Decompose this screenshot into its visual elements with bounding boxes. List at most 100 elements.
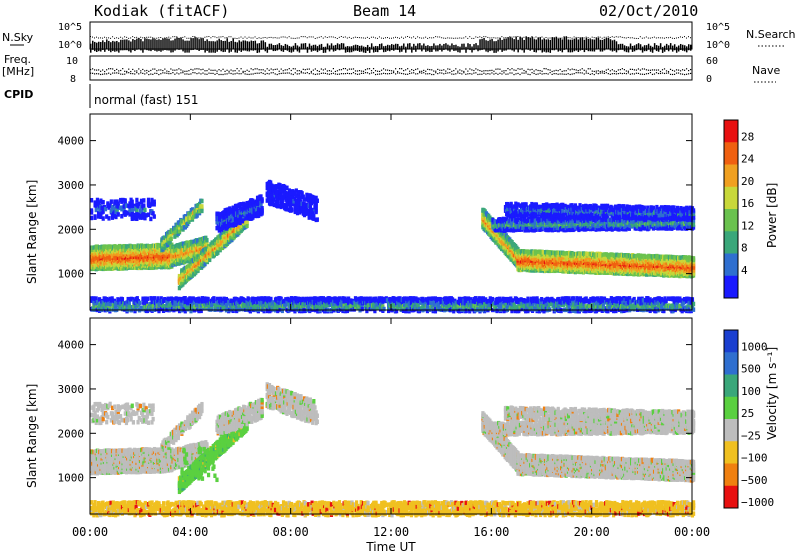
nave-point [467, 73, 468, 74]
freq-point [451, 71, 452, 72]
noise-search-point [672, 38, 673, 39]
nave-point [271, 72, 272, 73]
noise-sky-bar [166, 38, 168, 50]
noise-right-tick-top: 10^5 [706, 22, 730, 33]
noise-sky-bar [612, 40, 614, 51]
noise-sky-bar [196, 38, 198, 50]
noise-search-point [259, 37, 260, 38]
noise-sky-bar [313, 45, 315, 51]
freq-point [140, 70, 141, 71]
noise-sky-bar [598, 38, 600, 50]
nave-point [670, 74, 671, 75]
noise-sky-bar [319, 45, 321, 51]
nave-point [174, 74, 175, 75]
freq-point [662, 69, 663, 70]
freq-point [525, 71, 526, 72]
nave-point [337, 74, 338, 75]
freq-point [154, 68, 155, 69]
noise-search-point [130, 37, 131, 38]
noise-left-tick-bottom: 10^0 [58, 40, 82, 51]
noise-sky-bar [421, 45, 423, 51]
noise-search-point [243, 38, 244, 39]
nave-point [461, 73, 462, 74]
nave-point [614, 73, 615, 74]
noise-sky-bar [403, 43, 405, 49]
nave-point [343, 73, 344, 74]
noise-search-point [558, 38, 559, 39]
noise-sky-bar [449, 46, 451, 52]
noise-sky-bar [333, 46, 335, 52]
freq-point [216, 71, 217, 72]
nave-point [471, 73, 472, 74]
noise-search-point [299, 37, 300, 38]
freq-point [319, 71, 320, 72]
freq-point [539, 70, 540, 71]
noise-sky-bar [349, 46, 351, 52]
freq-point [251, 68, 252, 69]
noise-search-point [660, 37, 661, 38]
noise-search-point [375, 37, 376, 38]
noise-search-point [481, 37, 482, 38]
noise-sky-bar [104, 42, 106, 52]
nave-point [154, 73, 155, 74]
nave-point [449, 72, 450, 73]
freq-point [194, 68, 195, 69]
noise-search-point [562, 38, 563, 39]
freq-point [503, 70, 504, 71]
noise-sky-bar [636, 44, 638, 50]
freq-point [178, 68, 179, 69]
nave-label: Nave [752, 64, 780, 77]
noise-search-point [602, 38, 603, 39]
nave-point [146, 72, 147, 73]
freq-point [92, 68, 93, 69]
noise-search-point [212, 36, 213, 37]
nave-point [415, 73, 416, 74]
nave-point [112, 72, 113, 73]
noise-sky-bar [208, 41, 210, 53]
freq-point [170, 68, 171, 69]
nave-point [684, 74, 685, 75]
freq-point [636, 70, 637, 71]
noise-search-point [140, 37, 141, 38]
freq-point [652, 69, 653, 70]
noise-sky-bar [305, 43, 307, 49]
noise-search-point [152, 37, 153, 38]
noise-sky-bar [684, 45, 686, 51]
noise-sky-bar [602, 40, 604, 52]
nave-point [200, 73, 201, 74]
nave-point [560, 73, 561, 74]
noise-search-point [116, 37, 117, 38]
nave-point [228, 72, 229, 73]
noise-search-point [433, 37, 434, 38]
noise-sky-bar [220, 40, 222, 51]
noise-search-point [313, 36, 314, 37]
nave-point [487, 73, 488, 74]
noise-search-point [170, 38, 171, 39]
noise-search-point [257, 38, 258, 39]
nave-point [373, 72, 374, 73]
noise-search-point [166, 37, 167, 38]
noise-sky-bar [564, 37, 566, 50]
freq-point [572, 68, 573, 69]
noise-search-point [247, 38, 248, 39]
nave-point [682, 74, 683, 75]
noise-sky-bar [345, 47, 347, 53]
noise-sky-bar [337, 43, 339, 49]
freq-point [588, 68, 589, 69]
freq-point [355, 70, 356, 71]
freq-point [196, 68, 197, 69]
noise-search-point [425, 37, 426, 38]
nave-point [353, 72, 354, 73]
noise-search-point [281, 37, 282, 38]
nave-point [285, 73, 286, 74]
freq-point [491, 70, 492, 71]
freq-point [453, 70, 454, 71]
freq-point [399, 68, 400, 69]
noise-sky-bar [285, 44, 287, 50]
noise-search-point [100, 37, 101, 38]
noise-sky-bar [608, 38, 610, 49]
noise-sky-bar [172, 40, 174, 52]
freq-point [437, 69, 438, 70]
noise-sky-bar [594, 40, 596, 52]
nave-point [120, 74, 121, 75]
